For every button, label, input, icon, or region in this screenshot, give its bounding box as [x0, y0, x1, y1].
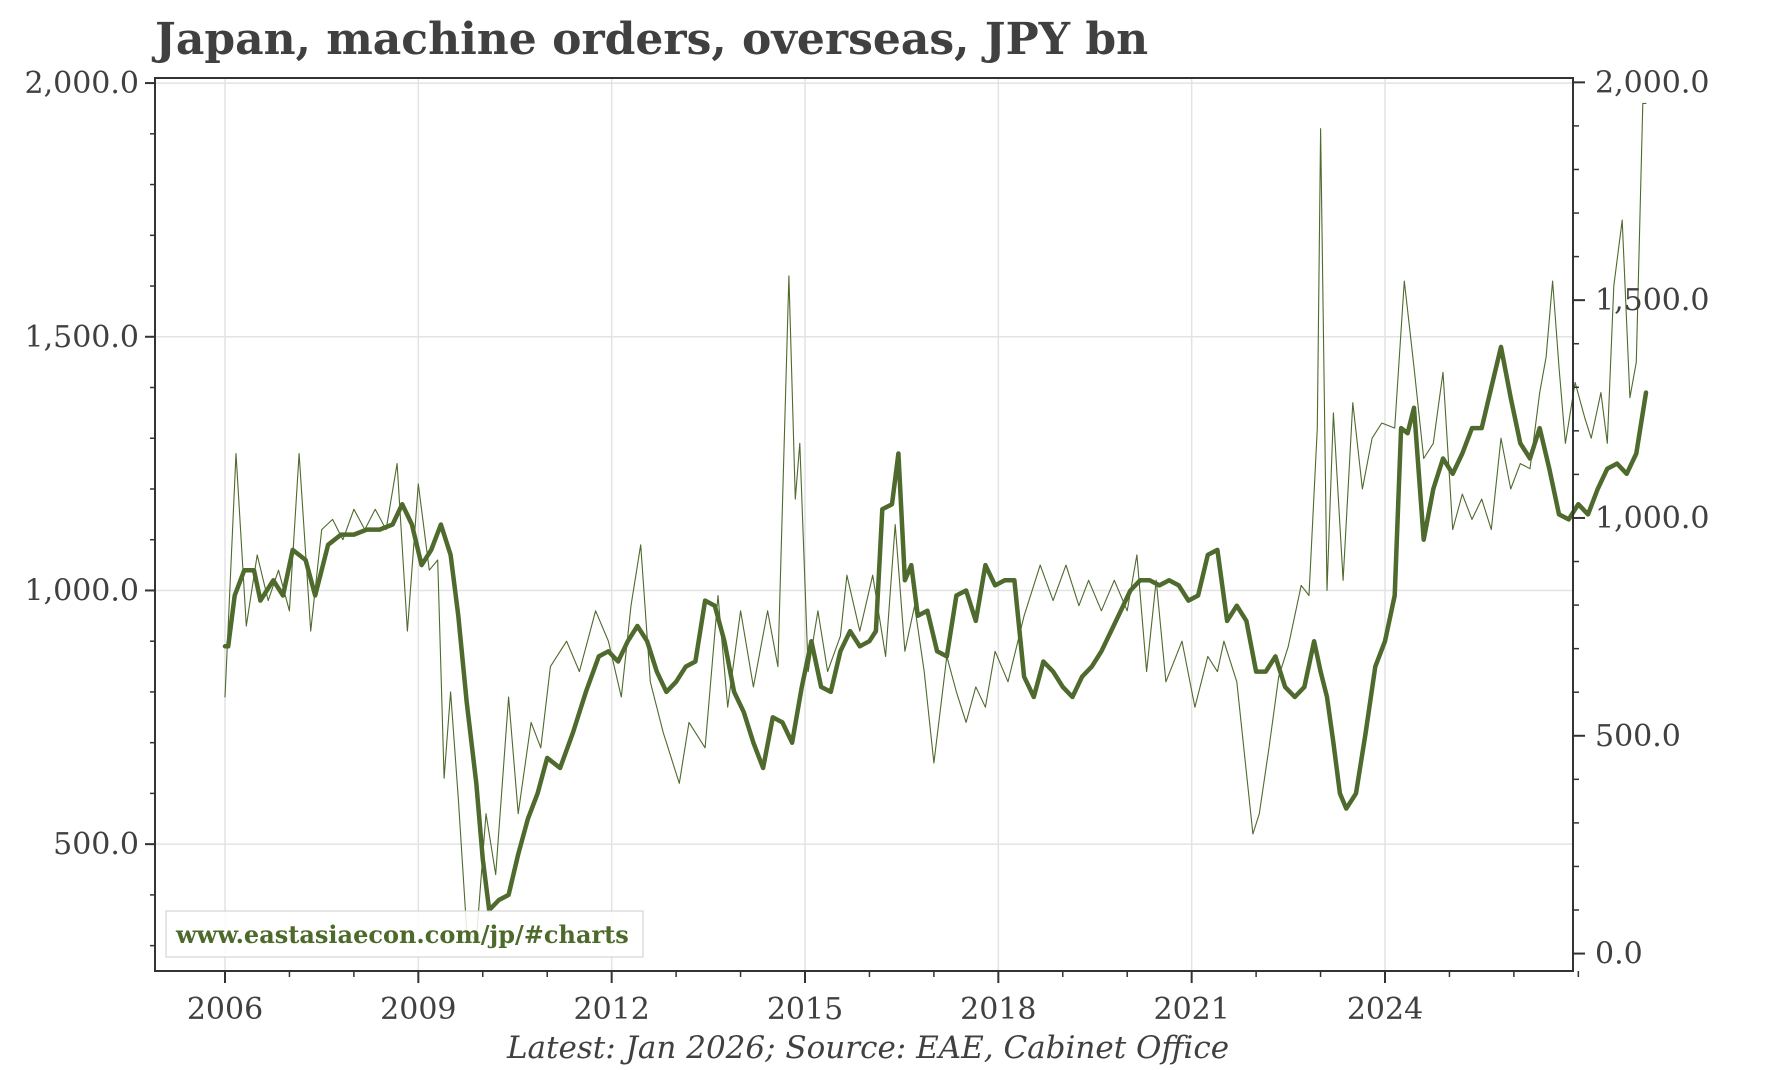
footer-source: Latest: Jan 2026; Source: EAE, Cabinet O…: [506, 1030, 1229, 1066]
right-tick-label: 2,000.0: [1595, 65, 1710, 100]
right-tick-label: 1,500.0: [1595, 283, 1710, 318]
x-tick-label: 2015: [767, 992, 843, 1027]
series-line-monthly: [224, 102, 1647, 942]
x-tick-label: 2021: [1153, 992, 1229, 1027]
watermark-box: [165, 910, 644, 958]
right-tick-label: 500.0: [1595, 719, 1681, 754]
right-axis: 0.0 500.0 1,000.0 1,500.0 2,000.0: [1573, 65, 1710, 972]
left-tick-label: 2,000.0: [24, 66, 139, 101]
x-tick-label: 2012: [573, 992, 649, 1027]
left-tick-label: 1,500.0: [24, 320, 139, 355]
watermark-link[interactable]: www.eastasiaecon.com/jp/#charts: [175, 920, 629, 949]
series-lines: [222, 102, 1649, 942]
chart-title: Japan, machine orders, overseas, JPY bn: [151, 14, 1148, 65]
x-axis: 2006 2009 2012 2015 2018 2021 2024: [187, 971, 1580, 1027]
plot-frame: [154, 77, 1574, 972]
left-tick-label: 1,000.0: [24, 573, 139, 608]
x-tick-label: 2024: [1347, 992, 1423, 1027]
right-tick-label: 1,000.0: [1595, 501, 1710, 536]
x-tick-label: 2006: [187, 992, 263, 1027]
right-tick-label: 0.0: [1595, 937, 1643, 972]
x-tick-label: 2009: [380, 992, 456, 1027]
grid-lines: [155, 78, 1573, 971]
left-tick-label: 500.0: [53, 827, 139, 862]
x-tick-label: 2018: [960, 992, 1036, 1027]
left-axis: 500.0 1,000.0 1,500.0 2,000.0: [24, 66, 155, 947]
series-line-3m-average: [222, 344, 1649, 913]
